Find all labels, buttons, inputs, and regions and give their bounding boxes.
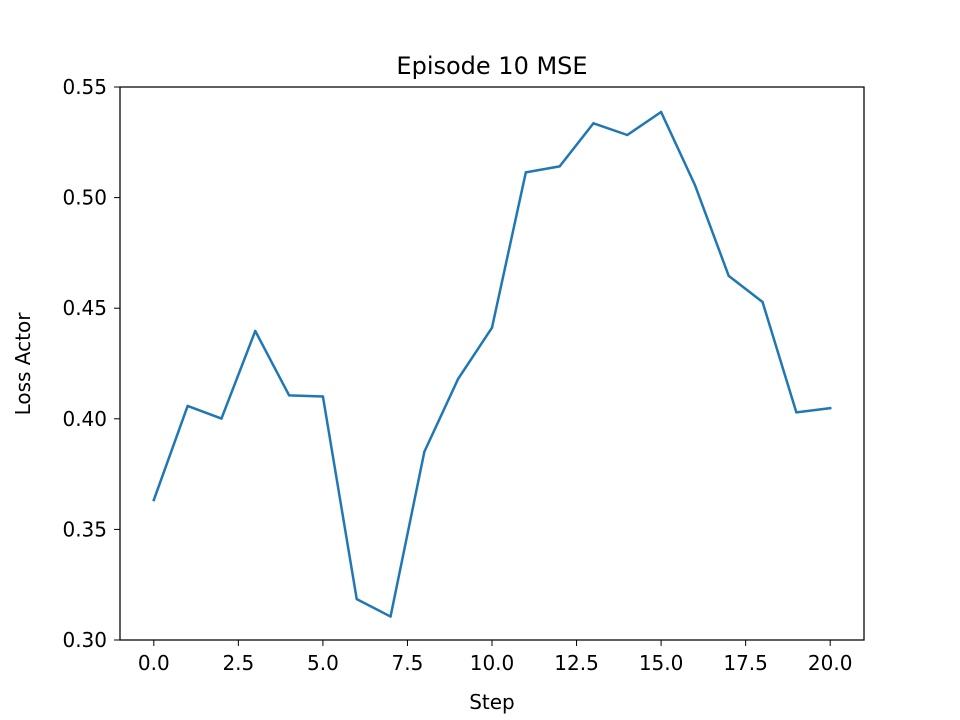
x-tick-label: 5.0 (307, 651, 339, 675)
data-point (626, 133, 629, 137)
data-point (524, 171, 528, 174)
x-tick-label: 2.5 (222, 651, 254, 675)
data-point (727, 274, 730, 278)
data-point (355, 597, 358, 601)
data-point (287, 394, 291, 397)
y-tick-label: 0.50 (62, 186, 107, 210)
x-axis: 0.0 2.5 5.0 7.5 10.0 12.5 15.0 17.5 20.0 (138, 640, 853, 675)
data-point (423, 450, 426, 453)
x-tick-label: 15.0 (639, 651, 684, 675)
y-axis-label: Loss Actor (11, 312, 35, 416)
data-point (186, 404, 189, 408)
data-point (220, 417, 223, 420)
y-tick-label: 0.30 (62, 628, 107, 652)
data-point (828, 406, 832, 410)
x-tick-label: 0.0 (138, 651, 170, 675)
data-point (254, 329, 257, 333)
plot-area (152, 110, 832, 618)
y-tick-label: 0.35 (62, 517, 107, 541)
series-points (152, 110, 832, 618)
y-tick-label: 0.40 (62, 407, 107, 431)
x-tick-label: 17.5 (723, 651, 768, 675)
axes-frame (119, 86, 865, 641)
data-point (321, 395, 325, 398)
y-axis: 0.30 0.35 0.40 0.45 0.50 0.55 (62, 75, 120, 652)
data-point (659, 110, 663, 114)
data-point (795, 411, 798, 414)
data-point (389, 615, 392, 618)
chart-title: Episode 10 MSE (396, 52, 587, 80)
data-point (558, 165, 561, 168)
x-axis-label: Step (469, 690, 515, 714)
data-point (693, 183, 697, 187)
data-point (592, 122, 595, 125)
y-tick-label: 0.45 (62, 296, 107, 320)
series-line (152, 110, 832, 618)
data-point (152, 498, 156, 502)
x-tick-label: 12.5 (554, 651, 599, 675)
data-point (761, 300, 764, 304)
y-tick-label: 0.55 (62, 75, 107, 99)
x-tick-label: 20.0 (808, 651, 853, 675)
data-point (456, 377, 460, 380)
x-tick-label: 7.5 (392, 651, 424, 675)
x-tick-label: 10.0 (470, 651, 515, 675)
data-point (490, 326, 494, 329)
